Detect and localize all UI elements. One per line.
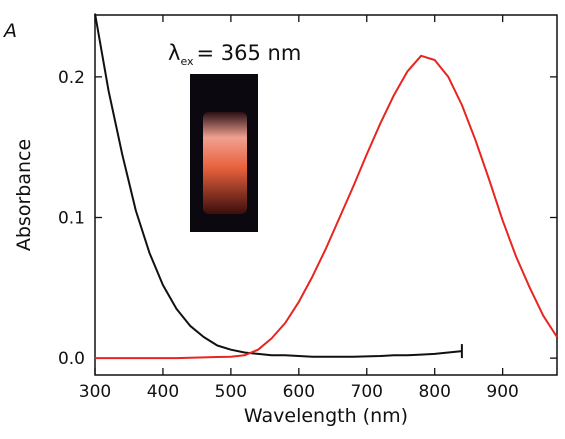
annotation-text: = 365 nm — [197, 41, 302, 65]
x-axis-label: Wavelength (nm) — [244, 405, 408, 427]
x-tick-label: 300 — [79, 382, 111, 402]
x-tick-label: 400 — [147, 382, 179, 402]
series-line — [94, 13, 463, 358]
y-tick-label: 0.1 — [58, 209, 85, 229]
x-tick-label: 600 — [283, 382, 315, 402]
y-axis-label: Absorbance — [13, 139, 35, 251]
vial — [203, 112, 247, 214]
y-tick-label: 0.0 — [58, 349, 85, 369]
series-line — [95, 54, 558, 360]
x-tick-label: 700 — [351, 382, 383, 402]
annotation: λex = 365 nm — [168, 41, 301, 68]
x-tick-label: 900 — [486, 382, 518, 402]
x-tick-label: 500 — [215, 382, 247, 402]
panel-label: A — [2, 20, 17, 42]
plot-frame — [94, 14, 558, 376]
annotation-subscript: ex — [180, 55, 194, 68]
x-tick-label: 800 — [418, 382, 450, 402]
y-tick-label: 0.2 — [58, 68, 85, 88]
annotation-symbol: λ — [168, 41, 180, 65]
